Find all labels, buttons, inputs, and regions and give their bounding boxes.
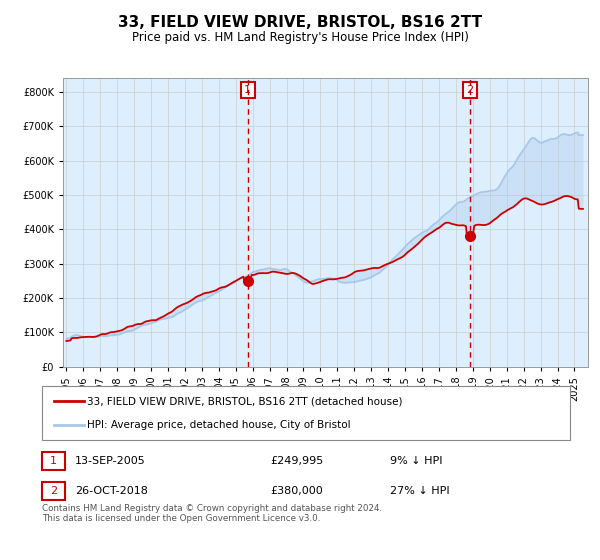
Text: 2: 2 — [466, 85, 473, 95]
Text: 2: 2 — [50, 487, 57, 496]
Text: Contains HM Land Registry data © Crown copyright and database right 2024.
This d: Contains HM Land Registry data © Crown c… — [42, 504, 382, 524]
Text: 27% ↓ HPI: 27% ↓ HPI — [390, 487, 449, 496]
Text: 26-OCT-2018: 26-OCT-2018 — [75, 487, 148, 496]
Text: 1: 1 — [244, 85, 251, 95]
Text: Price paid vs. HM Land Registry's House Price Index (HPI): Price paid vs. HM Land Registry's House … — [131, 31, 469, 44]
Text: 13-SEP-2005: 13-SEP-2005 — [75, 456, 146, 465]
Text: 9% ↓ HPI: 9% ↓ HPI — [390, 456, 442, 465]
Text: £249,995: £249,995 — [270, 456, 323, 465]
Text: £380,000: £380,000 — [270, 487, 323, 496]
Text: 33, FIELD VIEW DRIVE, BRISTOL, BS16 2TT: 33, FIELD VIEW DRIVE, BRISTOL, BS16 2TT — [118, 15, 482, 30]
Text: 33, FIELD VIEW DRIVE, BRISTOL, BS16 2TT (detached house): 33, FIELD VIEW DRIVE, BRISTOL, BS16 2TT … — [87, 396, 403, 407]
Text: 1: 1 — [50, 456, 57, 465]
Text: HPI: Average price, detached house, City of Bristol: HPI: Average price, detached house, City… — [87, 419, 350, 430]
